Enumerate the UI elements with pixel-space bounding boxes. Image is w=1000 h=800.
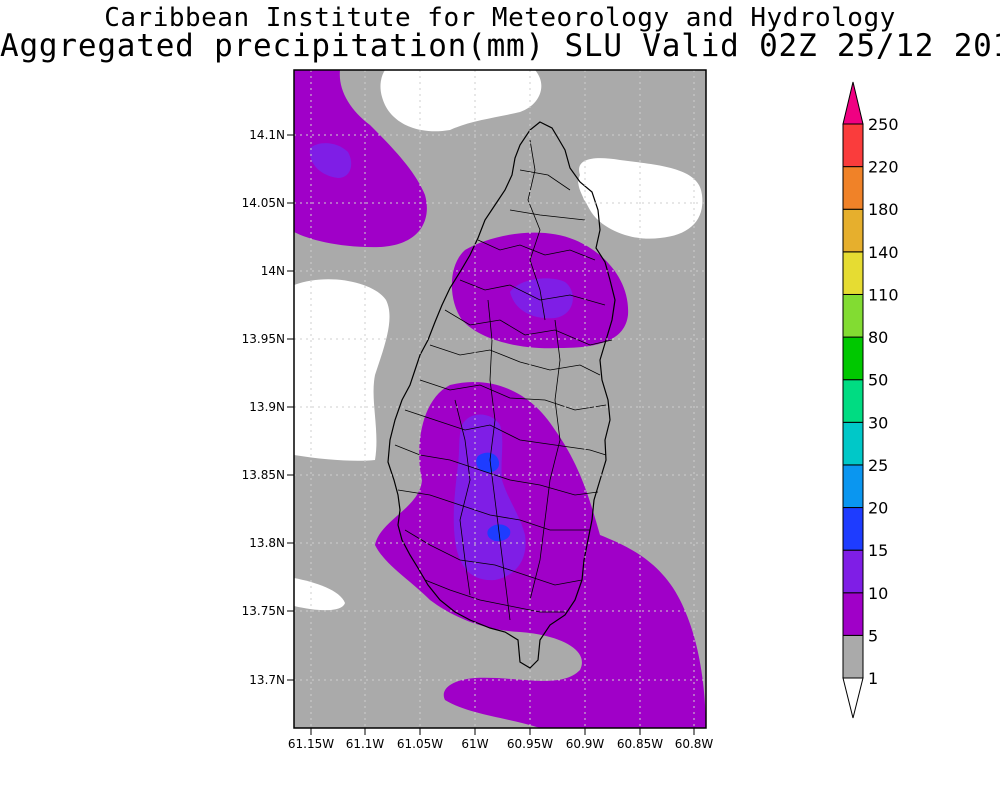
y-tick-label: 14.05N [242,196,285,210]
precip-10-15mm-area [453,414,526,581]
x-tick-label: 60.85W [617,737,663,751]
colorbar-label: 110 [868,285,899,304]
precip-below-1mm-area [380,70,542,132]
colorbar-label: 10 [868,584,888,603]
map-plot-area [294,70,706,728]
x-tick-label: 61.15W [288,737,334,751]
colorbar-swatch [842,507,864,551]
y-tick-label: 13.85N [242,468,285,482]
colorbar-above-arrow [842,81,864,125]
x-tick-label: 60.95W [507,737,553,751]
colorbar-swatch [842,464,864,509]
colorbar-label: 140 [868,243,899,262]
title-line-1: Caribbean Institute for Meteorology and … [104,3,896,33]
precip-below-1mm-area [578,158,703,239]
colorbar-swatch [842,592,864,636]
colorbar-swatch [842,123,864,168]
y-tick-label: 13.95N [242,332,285,346]
x-tick-label: 61.05W [397,737,443,751]
y-tick-label: 13.9N [249,400,285,414]
precip-5-10mm-area [294,70,427,248]
colorbar-swatch [842,166,864,210]
colorbar-label: 1 [868,669,878,688]
colorbar-label: 20 [868,499,888,518]
map-gridlines [294,70,706,728]
y-tick-label: 14.1N [249,128,285,142]
precip-below-1mm-area [578,178,600,210]
colorbar-label: 15 [868,541,888,560]
x-tick-label: 61.1W [346,737,385,751]
district-boundaries [394,139,613,621]
colorbar-swatch [842,379,864,423]
saint-lucia-coastline [387,121,616,669]
precip-15-20mm-area [476,452,500,473]
colorbar-label: 180 [868,200,899,219]
y-tick-label: 13.7N [249,673,285,687]
colorbar-swatch [842,634,864,679]
colorbar-label: 50 [868,371,888,390]
colorbar-swatch [842,293,864,338]
colorbar-label: 80 [868,328,888,347]
y-tick-label: 13.8N [249,536,285,550]
colorbar-swatch [842,336,864,381]
x-tick-label: 60.9W [566,737,605,751]
x-tick-label: 60.8W [675,737,714,751]
colorbar-swatch [842,208,864,253]
colorbar-label: 25 [868,456,888,475]
map-frame [293,69,707,729]
colorbar-label: 220 [868,158,899,177]
colorbar-below-arrow [842,677,864,719]
colorbar-swatch [842,549,864,594]
colorbar-label: 250 [868,115,899,134]
x-axis-ticks [310,728,695,735]
colorbar-label: 30 [868,413,888,432]
colorbar-label: 5 [868,626,878,645]
precip-below-1mm-area [294,279,390,461]
precip-10-15mm-area [309,143,352,178]
title-line-2: Aggregated precipitation(mm) SLU Valid 0… [0,28,1000,64]
colorbar-swatch [842,421,864,466]
y-tick-label: 14N [261,264,285,278]
colorbar-swatch [842,251,864,295]
precip-below-1mm-area [294,578,345,611]
x-tick-label: 61W [461,737,488,751]
y-axis-ticks [287,134,294,681]
y-tick-label: 13.75N [242,604,285,618]
